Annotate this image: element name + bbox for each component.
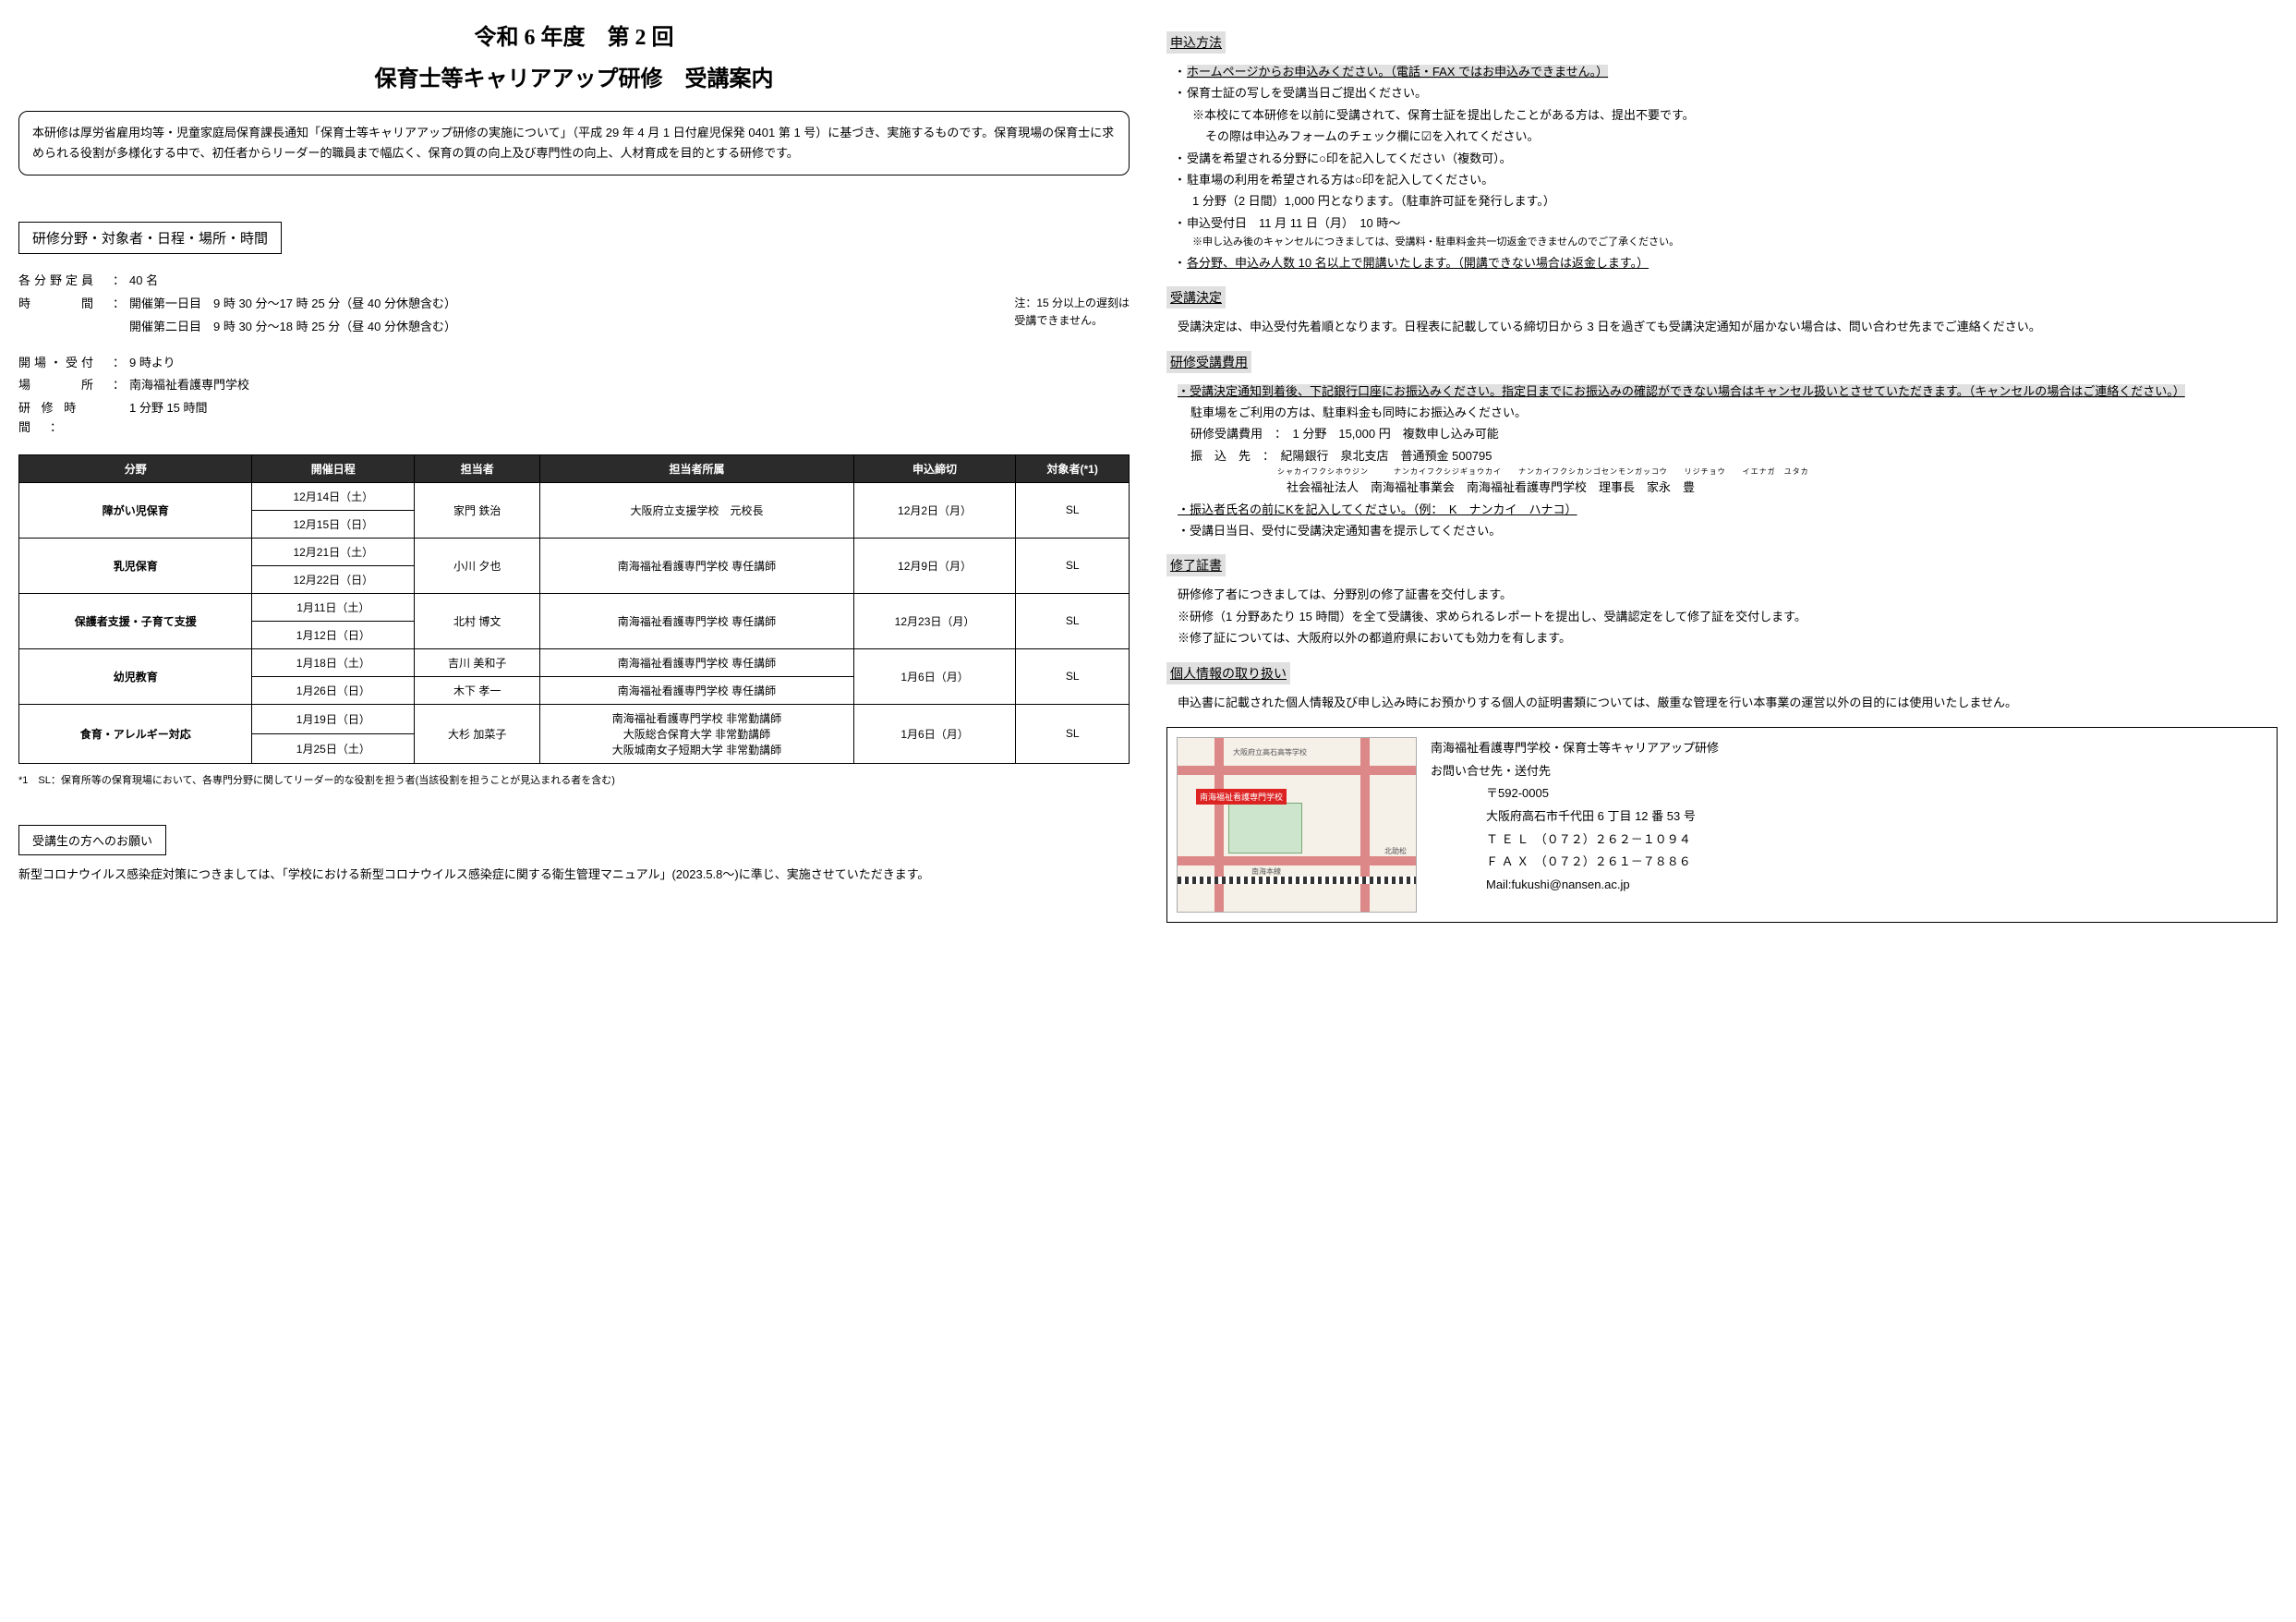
apply-item-2: 保育士証の写しを受講当日ご提出ください。: [1187, 86, 1427, 100]
open-value: 9 時より: [129, 354, 175, 373]
table-row: 乳児保育12月21日（土）小川 夕也南海福祉看護専門学校 専任講師12月9日（月…: [19, 538, 1130, 565]
table-row: 食育・アレルギー対応1月19日（日）大杉 加菜子南海福祉看護専門学校 非常勤講師…: [19, 704, 1130, 733]
table-header: 申込締切: [853, 454, 1016, 482]
fee-item-1: ・受講決定通知到着後、下記銀行口座にお振込みください。指定日までにお振込みの確認…: [1178, 384, 2185, 398]
privacy-text: 申込書に記載された個人情報及び申し込み時にお預かりする個人の証明書類については、…: [1178, 692, 2278, 713]
time-line2: 開催第二日目 9 時 30 分～18 時 25 分（昼 40 分休憩含む）: [129, 318, 456, 337]
title-line1: 令和 6 年度 第 2 回: [18, 18, 1130, 51]
location-map: 南海福祉看護専門学校 大阪府立高石高等学校 北助松 南海本線: [1177, 737, 1417, 913]
fee-item-2: 駐車場をご利用の方は、駐車料金も同時にお振込みください。: [1190, 402, 2278, 423]
apply-item-6: 各分野、申込み人数 10 名以上で開講いたします。（開講できない場合は返金します…: [1187, 256, 1649, 270]
contact-text: 南海福祉看護専門学校・保育士等キャリアアップ研修 お問い合せ先・送付先 〒592…: [1431, 737, 1719, 913]
apply-list: ホームページからお申込みください。（電話・FAX ではお申込みできません。） 保…: [1166, 61, 2278, 104]
apply-item-2-sub2: その際は申込みフォームのチェック欄に☑を入れてください。: [1166, 126, 2278, 147]
contact-tel: Ｔ Ｅ Ｌ （０７２）２６２－１０９４: [1431, 829, 1719, 852]
contact-subtitle: お問い合せ先・送付先: [1431, 760, 1719, 783]
decision-text: 受講決定は、申込受付先着順となります。日程表に記載している締切日から 3 日を過…: [1178, 316, 2278, 337]
contact-addr: 大阪府高石市千代田 6 丁目 12 番 53 号: [1431, 805, 1719, 829]
fee-item-4: ・受講日当日、受付に受講決定通知書を提示してください。: [1178, 520, 2278, 541]
left-column: 令和 6 年度 第 2 回 保育士等キャリアアップ研修 受講案内 本研修は厚労省…: [18, 18, 1130, 923]
late-note: 注：15 分以上の遅刻は受講できません。: [1014, 295, 1130, 330]
fee-line3: 社会福祉法人 南海福祉事業会 南海福祉看護専門学校 理事長 家永 豊: [1190, 477, 2278, 498]
request-header: 受講生の方へのお願い: [18, 825, 166, 855]
privacy-header: 個人情報の取り扱い: [1166, 662, 1290, 684]
capacity-label: 各分野定員 ：: [18, 272, 129, 291]
place-value: 南海福祉看護専門学校: [129, 376, 249, 395]
apply-item-5-sub: ※申し込み後のキャンセルにつきましては、受講料・駐車料金共一切返金できませんので…: [1166, 234, 2278, 252]
table-row: 幼児教育1月18日（土）吉川 美和子南海福祉看護専門学校 専任講師1月6日（月）…: [19, 648, 1130, 676]
duration-label: 研 修 時 間 ：: [18, 399, 129, 438]
fee-ruby: シャカイフクシホウジン ナンカイフクシジギョウカイ ナンカイフクシカンゴセンモン…: [1277, 466, 2278, 477]
table-footnote: *1 SL：保育所等の保育現場において、各専門分野に関してリーダー的な役割を担う…: [18, 773, 1130, 789]
table-row: 保護者支援・子育て支援1月11日（土）北村 博文南海福祉看護専門学校 専任講師1…: [19, 593, 1130, 621]
contact-zip: 〒592-0005: [1431, 782, 1719, 805]
cert-line3: ※修了証については、大阪府以外の都道府県においても効力を有します。: [1178, 627, 2278, 648]
right-column: 申込方法 ホームページからお申込みください。（電話・FAX ではお申込みできませ…: [1166, 18, 2278, 923]
apply-item-5: 申込受付日 11 月 11 日（月） 10 時～: [1187, 216, 1400, 230]
overview-header: 研修分野・対象者・日程・場所・時間: [18, 222, 282, 254]
cert-line2: ※研修（1 分野あたり 15 時間）を全て受講後、求められるレポートを提出し、受…: [1178, 606, 2278, 627]
apply-item-1: ホームページからお申込みください。（電話・FAX ではお申込みできません。）: [1187, 65, 1608, 79]
time-line1: 開催第一日目 9 時 30 分～17 時 25 分（昼 40 分休憩含む）: [129, 295, 456, 314]
intro-box: 本研修は厚労省雇用均等・児童家庭局保育課長通知「保育士等キャリアアップ研修の実施…: [18, 111, 1130, 176]
table-row: 障がい児保育12月14日（土）家門 鉄治大阪府立支援学校 元校長12月2日（月）…: [19, 482, 1130, 510]
decision-header: 受講決定: [1166, 286, 1226, 309]
table-header: 対象者(*1): [1016, 454, 1130, 482]
open-label: 開場・受付 ：: [18, 354, 129, 373]
capacity-value: 40 名: [129, 272, 158, 291]
fee-line1: 研修受講費用 ： 1 分野 15,000 円 複数申し込み可能: [1190, 423, 2278, 444]
table-header: 開催日程: [252, 454, 415, 482]
place-label: 場 所 ：: [18, 376, 129, 395]
contact-title: 南海福祉看護専門学校・保育士等キャリアアップ研修: [1431, 737, 1719, 760]
duration-value: 1 分野 15 時間: [129, 399, 208, 438]
fee-header: 研修受講費用: [1166, 351, 1251, 373]
title-line2: 保育士等キャリアアップ研修 受講案内: [18, 60, 1130, 92]
cert-header: 修了証書: [1166, 554, 1226, 576]
apply-item-2-sub1: ※本校にて本研修を以前に受講されて、保育士証を提出したことがある方は、提出不要で…: [1166, 104, 2278, 126]
contact-box: 南海福祉看護専門学校 大阪府立高石高等学校 北助松 南海本線 南海福祉看護専門学…: [1166, 727, 2278, 923]
table-header: 担当者所属: [540, 454, 853, 482]
contact-mail: Mail:fukushi@nansen.ac.jp: [1431, 874, 1719, 897]
table-header: 担当者: [415, 454, 540, 482]
fee-line2: 振 込 先 ： 紀陽銀行 泉北支店 普通預金 500795: [1190, 445, 2278, 466]
apply-item-4: 駐車場の利用を希望される方は○印を記入してください。: [1187, 173, 1493, 187]
apply-item-3: 受講を希望される分野に○印を記入してください（複数可）。: [1187, 151, 1512, 165]
schedule-table: 分野開催日程担当者担当者所属申込締切対象者(*1) 障がい児保育12月14日（土…: [18, 454, 1130, 764]
request-text: 新型コロナウイルス感染症対策につきましては、「学校における新型コロナウイルス感染…: [18, 865, 1130, 885]
contact-fax: Ｆ Ａ Ｘ （０７２）２６１－７８８６: [1431, 851, 1719, 874]
apply-header: 申込方法: [1166, 31, 1226, 54]
time-label: 時 間 ：: [18, 295, 129, 314]
cert-line1: 研修修了者につきましては、分野別の修了証書を交付します。: [1178, 584, 2278, 605]
table-header: 分野: [19, 454, 252, 482]
apply-item-4-sub: 1 分野（2 日間）1,000 円となります。（駐車許可証を発行します。）: [1166, 190, 2278, 212]
fee-item-3: ・振込者氏名の前にKを記入してください。（例： K ナンカイ ハナコ）: [1178, 502, 1577, 516]
